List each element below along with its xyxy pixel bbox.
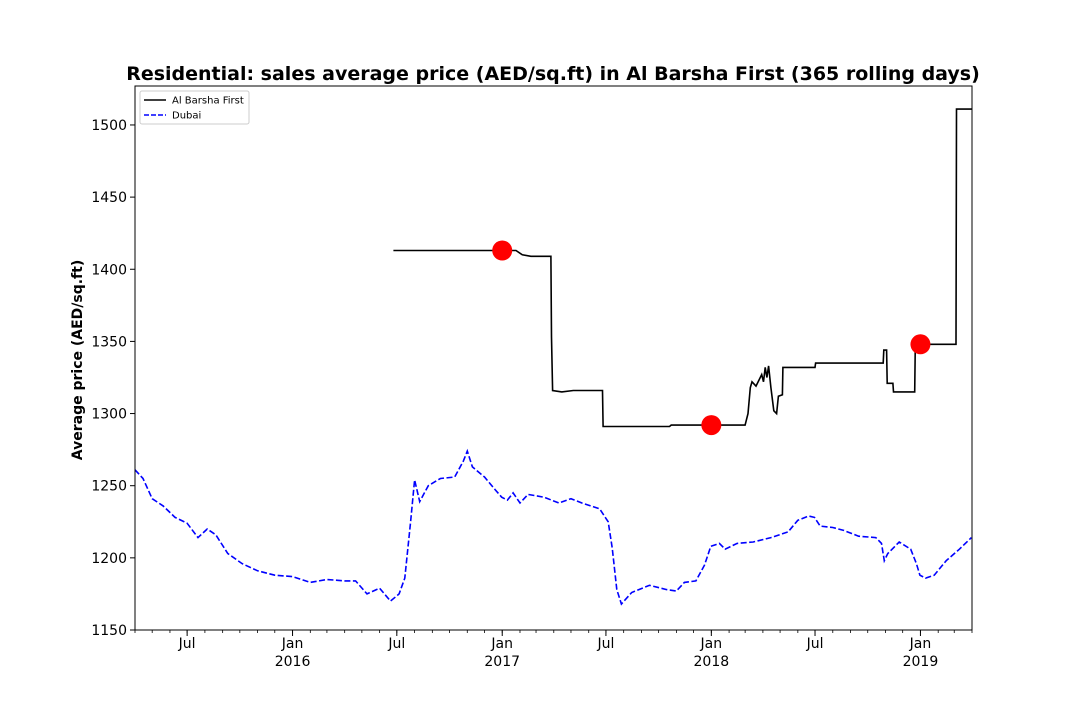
y-tick-label: 1250: [91, 479, 127, 495]
highlight-marker-3: [910, 334, 931, 355]
x-tick-label: Jul: [387, 636, 405, 652]
y-axis-label: Average price (AED/sq.ft): [70, 260, 86, 460]
y-tick-label: 1450: [91, 190, 127, 206]
x-tick-year-label: 2018: [694, 654, 730, 670]
y-tick-label: 1200: [91, 551, 127, 567]
x-tick-label: Jan: [909, 636, 932, 652]
legend-label-1: Al Barsha First: [172, 96, 244, 107]
y-tick-label: 1300: [91, 407, 127, 423]
x-tick-label: Jan: [700, 636, 723, 652]
y-tick-label: 1350: [91, 334, 127, 350]
plot-area: [134, 108, 972, 606]
y-tick-label: 1400: [91, 262, 127, 278]
highlight-marker-2: [701, 415, 722, 436]
axes-frame: [134, 85, 973, 631]
x-tick-label: Jul: [806, 636, 824, 652]
y-tick-label: 1150: [91, 623, 127, 639]
y-axis: 1150 1200 1250 1300 1350 1400 1450 1500: [91, 118, 135, 639]
x-tick-label: Jul: [178, 636, 196, 652]
x-tick-label: Jan: [490, 636, 513, 652]
x-tick-year-label: 2017: [484, 654, 520, 670]
series-line-1: [393, 108, 972, 428]
x-tick-year-label: 2016: [275, 654, 311, 670]
legend-box: [139, 90, 250, 125]
chart-title: Residential: sales average price (AED/sq…: [126, 63, 980, 85]
legend-label-2: Dubai: [172, 111, 201, 122]
x-tick-label: Jul: [596, 636, 614, 652]
x-tick-year-label: 2019: [903, 654, 939, 670]
series-line-2: [134, 448, 972, 606]
highlight-marker-1: [492, 240, 513, 261]
legend: Al Barsha First Dubai: [139, 90, 250, 125]
y-tick-label: 1500: [91, 118, 127, 134]
x-axis: Jul Jan 2016 Jul Jan 2017 Jul Jan 2018 Jul Jan 2019: [134, 630, 973, 670]
x-tick-label: Jan: [281, 636, 304, 652]
